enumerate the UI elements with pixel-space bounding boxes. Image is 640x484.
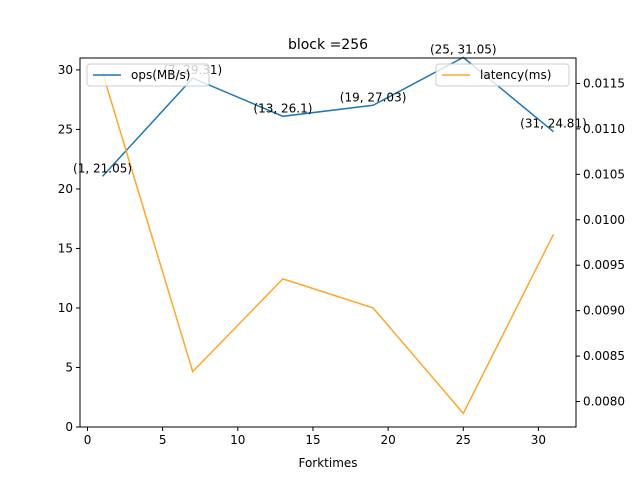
legend-ops: ops(MB/s) bbox=[86, 63, 210, 87]
data-label: (25, 31.05) bbox=[430, 42, 497, 56]
x-tick-label: 30 bbox=[531, 433, 546, 447]
data-label: (19, 27.03) bbox=[340, 90, 407, 104]
right-y-tick-label: 0.0095 bbox=[583, 258, 625, 272]
x-tick-label: 10 bbox=[230, 433, 245, 447]
legend-box bbox=[435, 63, 570, 87]
right-y-tick-label: 0.0105 bbox=[583, 167, 625, 181]
x-axis-label: Forktimes bbox=[298, 456, 357, 470]
data-label: (31, 24.81) bbox=[520, 117, 587, 131]
left-y-axis: 0 5 10 15 20 25 30 bbox=[58, 63, 80, 434]
legend-box bbox=[86, 63, 210, 87]
right-y-axis: 0.0080 0.0085 0.0090 0.0095 0.0100 0.0105 0.01… bbox=[576, 76, 625, 409]
right-y-tick-label: 0.0090 bbox=[583, 304, 625, 318]
right-y-tick-label: 0.0110 bbox=[583, 122, 625, 136]
legend-label: ops(MB/s) bbox=[131, 68, 190, 82]
legend-label: latency(ms) bbox=[480, 68, 551, 82]
left-y-tick-label: 25 bbox=[58, 122, 73, 136]
x-tick-label: 5 bbox=[159, 433, 167, 447]
x-tick-label: 0 bbox=[84, 433, 92, 447]
left-y-tick-label: 30 bbox=[58, 63, 73, 77]
latency-series-line bbox=[101, 72, 555, 415]
left-y-tick-label: 0 bbox=[65, 420, 73, 434]
plot-area: (1, 21.05)(7, 29.31)(13, 26.1)(19, 27.03… bbox=[73, 42, 587, 428]
left-y-tick-label: 15 bbox=[58, 241, 73, 255]
plot-frame bbox=[79, 57, 577, 428]
x-tick-label: 15 bbox=[305, 433, 320, 447]
x-axis: 0 5 10 15 20 25 30 bbox=[84, 427, 546, 447]
left-y-tick-label: 10 bbox=[58, 301, 73, 315]
x-tick-label: 25 bbox=[456, 433, 471, 447]
data-label: (13, 26.1) bbox=[253, 101, 312, 115]
right-y-tick-label: 0.0080 bbox=[583, 395, 625, 409]
data-label: (1, 21.05) bbox=[73, 161, 132, 175]
left-y-tick-label: 20 bbox=[58, 182, 73, 196]
right-y-tick-label: 0.0085 bbox=[583, 349, 625, 363]
right-y-tick-label: 0.0100 bbox=[583, 213, 625, 227]
right-y-tick-label: 0.0115 bbox=[583, 76, 625, 90]
left-y-tick-label: 5 bbox=[65, 360, 73, 374]
x-tick-label: 20 bbox=[380, 433, 395, 447]
legend-latency: latency(ms) bbox=[435, 63, 570, 87]
chart-title: block =256 bbox=[288, 37, 368, 53]
